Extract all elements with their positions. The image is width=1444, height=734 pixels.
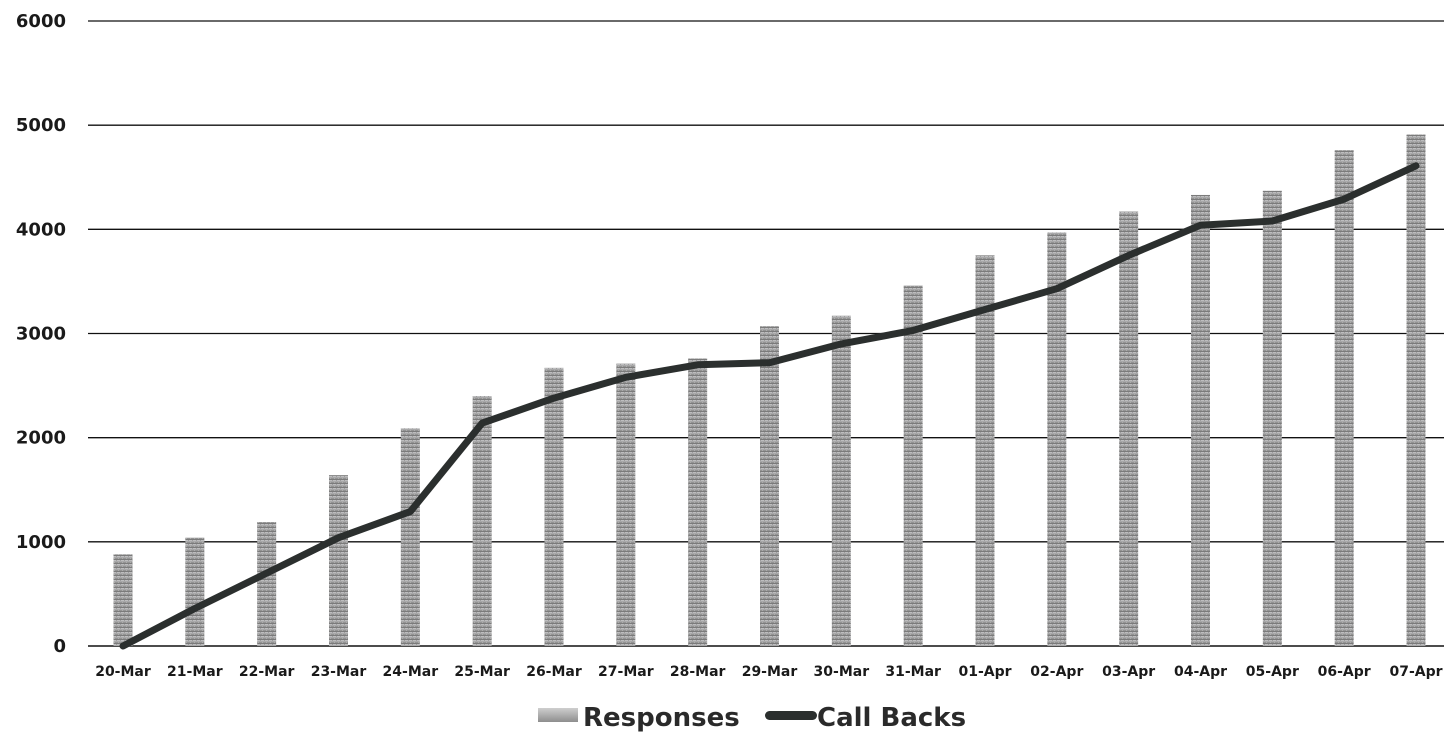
legend: Responses Call Backs bbox=[538, 703, 966, 733]
x-tick-label: 28-Mar bbox=[670, 664, 726, 680]
callbacks-line bbox=[119, 162, 1420, 650]
responses-bar bbox=[1119, 211, 1139, 646]
legend-swatch-responses bbox=[538, 708, 578, 722]
legend-label-responses: Responses bbox=[583, 703, 740, 733]
responses-bar bbox=[760, 326, 779, 646]
y-axis: 0 1000 2000 3000 4000 5000 6000 bbox=[16, 11, 66, 657]
y-tick-label: 5000 bbox=[16, 115, 66, 136]
x-tick-label: 01-Apr bbox=[958, 664, 1011, 680]
responses-bar bbox=[329, 475, 348, 646]
responses-bar bbox=[257, 522, 277, 646]
callbacks-point bbox=[1413, 163, 1419, 169]
callbacks-point bbox=[1269, 218, 1275, 224]
callbacks-point bbox=[264, 570, 270, 576]
responses-bar bbox=[113, 554, 133, 646]
x-tick-label: 31-Mar bbox=[885, 664, 941, 680]
responses-bar bbox=[1262, 190, 1282, 646]
responses-bar bbox=[185, 537, 205, 646]
callbacks-point bbox=[192, 606, 198, 611]
x-tick-label: 23-Mar bbox=[311, 664, 367, 680]
x-axis: 20-Mar 21-Mar 22-Mar 23-Mar 24-Mar 25-Mar 26-M… bbox=[95, 664, 1442, 680]
responses-bar bbox=[1047, 232, 1067, 647]
responses-bar bbox=[903, 285, 923, 646]
callbacks-point bbox=[838, 341, 844, 347]
x-tick-label: 06-Apr bbox=[1318, 664, 1371, 680]
responses-bar bbox=[616, 363, 636, 646]
x-tick-label: 22-Mar bbox=[239, 664, 295, 680]
x-tick-label: 21-Mar bbox=[167, 664, 223, 680]
y-tick-label: 0 bbox=[53, 636, 66, 657]
legend-swatch-callbacks bbox=[765, 711, 817, 720]
x-tick-label: 03-Apr bbox=[1102, 664, 1155, 680]
callbacks-point bbox=[695, 362, 701, 368]
x-tick-label: 02-Apr bbox=[1030, 664, 1083, 680]
x-tick-label: 04-Apr bbox=[1174, 664, 1227, 680]
x-tick-label: 24-Mar bbox=[383, 664, 439, 680]
x-tick-label: 07-Apr bbox=[1389, 664, 1442, 680]
y-tick-label: 1000 bbox=[16, 532, 66, 553]
legend-label-callbacks: Call Backs bbox=[817, 703, 966, 733]
x-tick-label: 25-Mar bbox=[454, 664, 510, 680]
callbacks-point bbox=[551, 395, 557, 401]
responses-bar bbox=[1334, 150, 1354, 646]
gridlines bbox=[88, 20, 1444, 647]
x-tick-label: 05-Apr bbox=[1246, 664, 1299, 680]
callbacks-point bbox=[623, 374, 629, 380]
y-tick-label: 3000 bbox=[16, 324, 66, 345]
responses-bar bbox=[400, 428, 420, 646]
callbacks-point bbox=[1054, 286, 1060, 292]
x-tick-label: 29-Mar bbox=[742, 664, 798, 680]
responses-bars bbox=[113, 134, 1426, 647]
callbacks-point bbox=[767, 360, 772, 366]
responses-bar bbox=[831, 315, 851, 646]
responses-bar bbox=[975, 255, 995, 646]
callbacks-point bbox=[1126, 252, 1132, 258]
callbacks-point bbox=[1341, 196, 1347, 202]
callbacks-point bbox=[1198, 222, 1203, 228]
responses-bar bbox=[472, 396, 492, 646]
responses-bar bbox=[688, 358, 708, 646]
x-tick-label: 30-Mar bbox=[814, 664, 870, 680]
x-tick-label: 26-Mar bbox=[526, 664, 582, 680]
responses-bar bbox=[544, 367, 564, 646]
callbacks-point bbox=[910, 327, 916, 333]
callbacks-point bbox=[479, 420, 485, 426]
y-tick-label: 2000 bbox=[16, 428, 66, 449]
x-tick-label: 20-Mar bbox=[95, 664, 151, 680]
responses-bar bbox=[1191, 194, 1210, 647]
callbacks-point bbox=[407, 509, 413, 515]
callbacks-point bbox=[982, 307, 988, 313]
y-tick-label: 4000 bbox=[16, 219, 66, 240]
x-tick-label: 27-Mar bbox=[598, 664, 654, 680]
responses-bar bbox=[1406, 134, 1426, 646]
callbacks-point bbox=[120, 643, 126, 649]
y-tick-label: 6000 bbox=[16, 11, 66, 32]
callbacks-point bbox=[336, 535, 341, 541]
